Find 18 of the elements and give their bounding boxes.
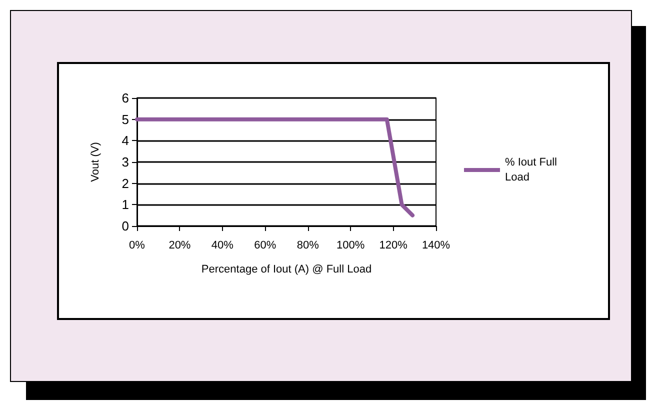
- y-axis-title: Vout (V): [90, 142, 102, 182]
- y-tick-label: 4: [122, 133, 129, 148]
- y-tick-label: 3: [122, 154, 129, 170]
- y-tick-label: 0: [122, 218, 129, 234]
- x-tick-label: 100%: [336, 240, 365, 252]
- y-tick-label: 6: [122, 90, 129, 106]
- x-axis-title: Percentage of Iout (A) @ Full Load: [201, 264, 372, 276]
- x-tick-label: 20%: [168, 240, 191, 252]
- x-tick-label: 80%: [296, 240, 320, 252]
- x-tick-label: 40%: [211, 240, 234, 252]
- y-tick-label: 1: [122, 197, 129, 212]
- x-tick-label: 0%: [129, 240, 146, 252]
- y-tick-label: 2: [122, 176, 129, 191]
- y-tick-label: 5: [122, 112, 129, 127]
- x-tick-label: 60%: [254, 240, 276, 252]
- x-tick-label: 140%: [422, 240, 450, 252]
- legend-label: % Iout Full Load: [505, 156, 560, 184]
- x-tick-label: 120%: [379, 240, 408, 252]
